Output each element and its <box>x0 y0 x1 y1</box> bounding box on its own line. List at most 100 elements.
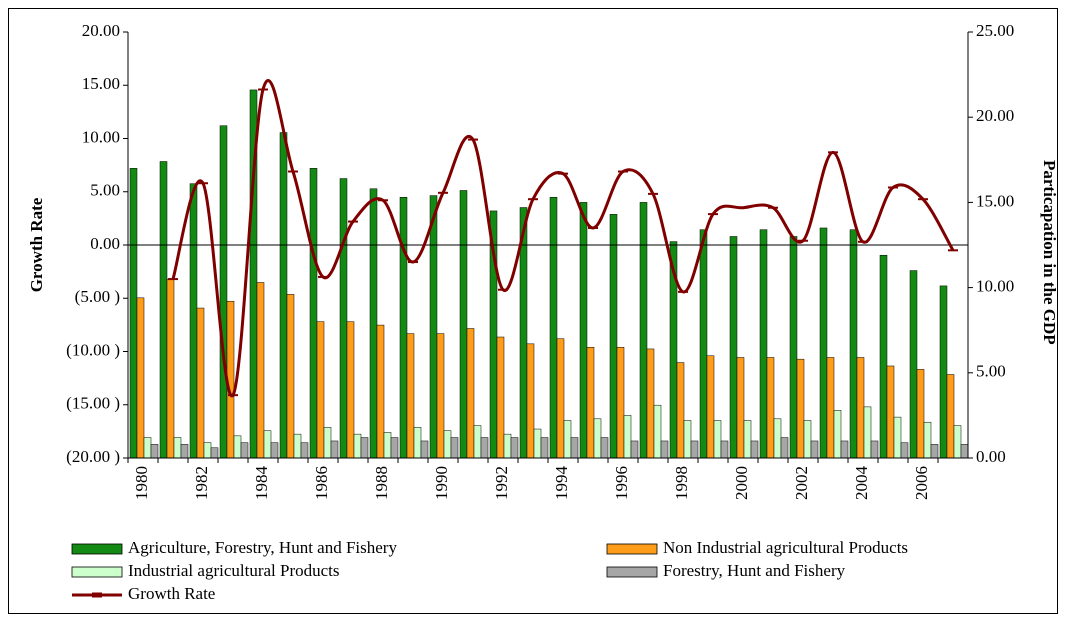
bar <box>353 433 362 459</box>
line <box>171 79 955 398</box>
bar <box>383 432 392 459</box>
bar <box>676 362 685 459</box>
legend-label: Non Industrial agricultural Products <box>663 538 908 557</box>
bar <box>893 416 902 459</box>
bar <box>810 440 819 459</box>
bar <box>879 254 888 459</box>
legend-swatch <box>606 543 658 555</box>
bar <box>459 190 468 459</box>
bar <box>706 355 715 459</box>
bar <box>240 442 249 459</box>
x-tick-label: 2002 <box>792 466 811 500</box>
legend-label: Agriculture, Forestry, Hunt and Fishery <box>128 538 397 557</box>
bar <box>653 404 662 459</box>
bar <box>960 444 969 459</box>
bar <box>300 442 309 459</box>
bar <box>466 328 475 459</box>
bar <box>346 321 355 459</box>
legend-label: Forestry, Hunt and Fishery <box>663 561 846 580</box>
bar <box>900 442 909 459</box>
x-tick-label: 1988 <box>372 466 391 500</box>
bar <box>166 278 175 459</box>
x-tick-label: 1992 <box>492 466 511 500</box>
bar <box>736 357 745 459</box>
x-tick-label: 2006 <box>912 466 931 500</box>
bar <box>203 442 212 459</box>
bar <box>946 374 955 459</box>
bar <box>826 357 835 459</box>
bar <box>796 358 805 459</box>
bar <box>819 227 828 459</box>
y-tick-label: 5.00 <box>90 181 120 200</box>
bar <box>159 161 168 459</box>
legend-swatch <box>71 543 123 555</box>
bar <box>570 437 579 459</box>
bar <box>909 270 918 459</box>
legend-swatch <box>71 566 123 578</box>
y2-tick-label: 15.00 <box>976 191 1014 210</box>
bar <box>429 195 438 459</box>
x-tick-label: 1982 <box>192 466 211 500</box>
bar <box>480 437 489 459</box>
x-tick-label: 1994 <box>552 466 571 501</box>
bar <box>279 132 288 459</box>
bar <box>420 440 429 459</box>
bar <box>473 425 482 459</box>
bar <box>399 197 408 459</box>
bar <box>840 440 849 459</box>
bar <box>563 420 572 459</box>
x-tick-label: 1990 <box>432 466 451 500</box>
bar <box>759 229 768 459</box>
legend-label: Growth Rate <box>128 584 215 603</box>
bar <box>773 418 782 459</box>
y2-tick-label: 20.00 <box>976 106 1014 125</box>
bar <box>219 125 228 459</box>
bar <box>549 197 558 459</box>
bar <box>540 437 549 459</box>
bar <box>180 444 189 459</box>
bar <box>849 229 858 459</box>
bar <box>503 433 512 459</box>
bar <box>833 410 842 459</box>
bar <box>263 430 272 459</box>
bar <box>586 346 595 459</box>
bar <box>413 427 422 459</box>
bar <box>789 236 798 459</box>
y2-tick-label: 5.00 <box>976 362 1006 381</box>
bar <box>939 285 948 459</box>
bar <box>189 183 198 459</box>
bar <box>323 427 332 459</box>
bar <box>953 425 962 459</box>
bar <box>579 202 588 459</box>
bar <box>233 435 242 459</box>
x-tick-label: 2004 <box>852 466 871 501</box>
bar <box>923 421 932 459</box>
y2-tick-label: 25.00 <box>976 21 1014 40</box>
bar <box>376 324 385 459</box>
bar <box>930 444 939 459</box>
bar <box>766 357 775 459</box>
bar <box>210 447 219 459</box>
x-tick-label: 2000 <box>732 466 751 500</box>
legend-swatch <box>606 566 658 578</box>
y-tick-label: 10.00 <box>82 127 120 146</box>
x-tick-label: 1984 <box>252 466 271 501</box>
bar <box>309 168 318 459</box>
bar <box>286 294 295 459</box>
y-tick-label: (5.00 ) <box>75 287 120 306</box>
x-tick-label: 1980 <box>132 466 151 500</box>
bar <box>360 437 369 459</box>
bar <box>196 307 205 459</box>
bar <box>496 336 505 459</box>
bar <box>916 369 925 459</box>
bar <box>533 428 542 459</box>
bar <box>639 202 648 459</box>
bar <box>690 440 699 459</box>
bar <box>646 348 655 459</box>
bar <box>600 437 609 459</box>
bar <box>136 297 145 459</box>
bar <box>713 420 722 459</box>
bar <box>443 430 452 459</box>
